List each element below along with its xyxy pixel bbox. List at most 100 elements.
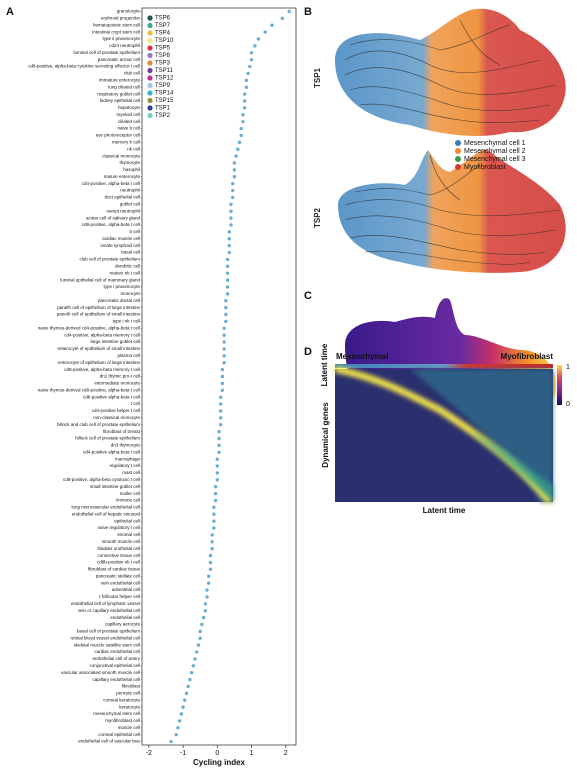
legend-label: TSP2 bbox=[155, 113, 171, 119]
dot bbox=[179, 712, 184, 716]
x-axis-label: Cycling index bbox=[193, 758, 246, 767]
dot bbox=[220, 374, 225, 379]
dot bbox=[244, 85, 249, 89]
y-tick-label: enterocyte of epithelium of small intest… bbox=[57, 346, 140, 351]
dot bbox=[220, 381, 225, 386]
dot bbox=[227, 243, 231, 248]
y-tick-label: nampt neutrophil bbox=[106, 208, 140, 213]
dot bbox=[212, 519, 216, 523]
y-tick-label: naive thymus-derived cd8-positive, alpha… bbox=[38, 387, 140, 392]
dot bbox=[222, 340, 226, 344]
dot bbox=[213, 498, 218, 503]
y-tick-label: dn1 thymic pro-t cell bbox=[100, 374, 140, 379]
y-tick-label: macrophage bbox=[115, 456, 141, 461]
y-tick-label: mast cell bbox=[122, 470, 140, 475]
dot bbox=[239, 133, 243, 138]
legend-swatch bbox=[147, 52, 153, 59]
y-tick-label: large intestine goblet cell bbox=[90, 339, 140, 344]
y-tick-label: lung microvascular endothelial cell bbox=[71, 505, 140, 510]
y-tick-label: small intestine goblet cell bbox=[90, 484, 140, 489]
y-tick-label: hillock cell of prostate epithelium bbox=[75, 436, 140, 441]
dot bbox=[242, 92, 247, 96]
dot bbox=[220, 388, 225, 392]
y-tick-label: mature nk t cell bbox=[109, 270, 140, 275]
y-tick-label: cd8b-positive nk t cell bbox=[97, 560, 140, 565]
dot bbox=[225, 278, 230, 282]
y-tick-label: vein endothelial cell bbox=[101, 580, 140, 585]
legend-label: Mesenchymal cell 1 bbox=[464, 140, 526, 147]
y-tick-label: type i nk t cell bbox=[113, 319, 140, 324]
dot bbox=[229, 223, 233, 227]
dot bbox=[177, 719, 182, 723]
dot bbox=[224, 299, 228, 303]
dot bbox=[213, 491, 218, 496]
dot bbox=[210, 546, 214, 551]
y-tick-label: intermediate monocyte bbox=[94, 381, 140, 386]
dot bbox=[225, 264, 230, 268]
dot bbox=[196, 643, 201, 647]
dot bbox=[242, 106, 247, 110]
panel-letter: A bbox=[6, 6, 14, 18]
y-tick-label: dendritic cell bbox=[115, 263, 140, 268]
dot bbox=[201, 615, 206, 620]
legend-swatch bbox=[147, 22, 153, 29]
legend-label: TSP12 bbox=[155, 76, 174, 82]
legend-swatch bbox=[147, 97, 153, 104]
y-tick-label: neutrophil bbox=[120, 188, 140, 193]
velocity-plot: TSP1 TSP2 bbox=[313, 8, 566, 273]
y-tick-label: bladder urothelial cell bbox=[97, 546, 140, 551]
legend-label: TSP14 bbox=[155, 91, 174, 97]
dot bbox=[232, 175, 237, 179]
dot bbox=[230, 181, 235, 186]
legend-label: TSP6 bbox=[155, 16, 171, 22]
y-tick-label: endothelial cell bbox=[110, 615, 140, 620]
axis-label: Dynamical genes bbox=[321, 402, 330, 468]
dot bbox=[176, 726, 180, 730]
y-tick-label: eye photoreceptor cell bbox=[96, 133, 140, 138]
dot bbox=[183, 698, 187, 702]
legend-swatch bbox=[147, 37, 153, 44]
dot bbox=[280, 16, 285, 21]
y-tick-label: endothelial cell of vascular tree bbox=[78, 739, 140, 744]
y-tick-label: cd8-positive alpha-beta t cell bbox=[83, 394, 140, 399]
legend-label: TSP3 bbox=[155, 61, 171, 67]
dot bbox=[227, 237, 231, 241]
y-tick-label: memory b cell bbox=[112, 140, 140, 145]
dot bbox=[174, 732, 178, 737]
y-tick-label: skeletal muscle satellite stem cell bbox=[74, 642, 140, 647]
dot bbox=[198, 636, 202, 640]
y-tick-label: endothelial cell of lymphatic vessel bbox=[71, 601, 140, 606]
dot bbox=[230, 195, 235, 200]
panel-letter: C bbox=[304, 290, 312, 302]
legend-swatch bbox=[147, 60, 153, 66]
dot bbox=[181, 705, 185, 709]
dot bbox=[215, 457, 219, 461]
y-tick-label: cd4-positive alpha-beta t cell bbox=[83, 449, 140, 454]
y-tick-label: fibroblast of cardiac tissue bbox=[88, 567, 141, 572]
y-tick-label: club cell bbox=[124, 71, 140, 76]
y-tick-label: enterocyte of epithelium of large intest… bbox=[58, 360, 141, 365]
dot bbox=[234, 154, 238, 158]
dot bbox=[232, 161, 237, 165]
x-tick-label: 1 bbox=[250, 750, 254, 757]
colorbar-label: 0 bbox=[566, 401, 570, 408]
dot bbox=[217, 450, 221, 454]
y-tick-label: non-classical monocyte bbox=[93, 415, 140, 420]
dot bbox=[193, 657, 197, 661]
y-tick-label: pancreatic acinar cell bbox=[98, 57, 140, 62]
legend-label: TSP11 bbox=[155, 68, 174, 74]
dot bbox=[195, 650, 199, 654]
y-tick-label: regulatory t cell bbox=[109, 463, 140, 468]
dot bbox=[222, 333, 226, 337]
dot bbox=[225, 285, 230, 289]
legend-label: TSP5 bbox=[155, 46, 171, 52]
y-tick-label: respiratory goblet cell bbox=[97, 91, 140, 96]
y-tick-label: capillary endothelial cell bbox=[92, 677, 140, 682]
y-tick-label: smooth muscle cell bbox=[102, 539, 140, 544]
dot bbox=[210, 540, 214, 544]
dot bbox=[225, 292, 230, 296]
y-tick-label: capillary aerocyte bbox=[105, 622, 141, 627]
y-tick-label: b cell bbox=[129, 229, 140, 234]
dot bbox=[186, 684, 190, 689]
axis-label: Latent time bbox=[320, 343, 329, 386]
